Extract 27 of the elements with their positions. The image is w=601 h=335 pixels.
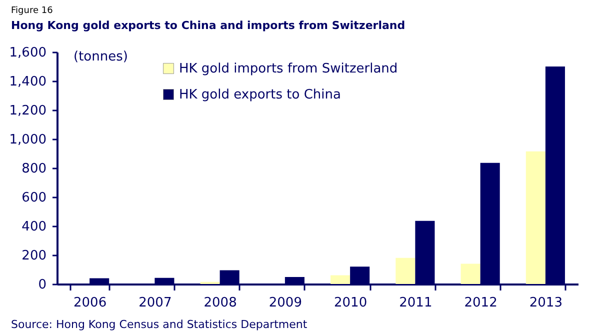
x-tick-label: 2013 [529,296,562,310]
x-tick-label: 2010 [334,296,368,310]
x-tick-label: 2006 [74,296,107,310]
x-tick-label: 2011 [399,296,432,310]
bar [460,264,480,284]
x-tick-label: 2008 [204,296,237,310]
y-tick-label: 1,000 [9,132,46,148]
y-tick-label: 600 [22,190,46,206]
y-tick-label: 200 [22,248,46,264]
x-tick-label: 2007 [138,296,172,310]
caption: Figure 16 [11,6,53,16]
bar [330,275,350,284]
y-axis-title: (tonnes) [74,50,128,64]
y-tick-label: 0 [38,278,46,292]
bar [526,151,546,284]
y-tick-label: 1,600 [9,46,46,60]
y-tick-label: 1,400 [9,74,46,90]
y-tick-label: 1,200 [9,104,46,118]
legend-label: HK gold exports to China [179,88,341,102]
y-tick-label: 400 [22,220,46,234]
x-tick-label: 2012 [464,296,498,310]
bar [396,258,416,284]
chart-title: Hong Kong gold exports to China and imports from Switzerland [11,19,406,32]
legend-label: HK gold imports from Switzerland [179,62,398,76]
y-tick-label: 800 [22,162,46,176]
source-note: Source: Hong Kong Census and Statistics Department [11,318,308,331]
x-tick-label: 2009 [268,296,302,310]
